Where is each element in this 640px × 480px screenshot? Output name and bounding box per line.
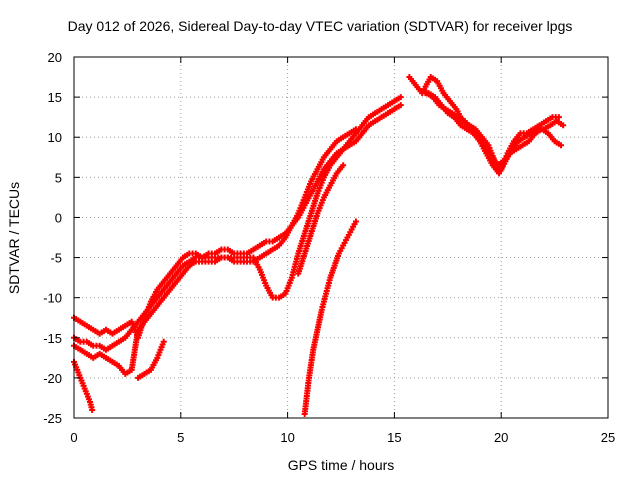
- data-point: [555, 114, 562, 121]
- data-point: [340, 162, 347, 169]
- data-point: [397, 94, 404, 101]
- y-tick-label: 10: [48, 130, 62, 145]
- y-tick-label: -10: [43, 291, 62, 306]
- series-track-3: [71, 126, 359, 377]
- x-tick-label: 15: [387, 430, 401, 445]
- x-tick-label: 25: [601, 430, 615, 445]
- data-point: [160, 338, 167, 345]
- series-track-7: [295, 162, 347, 277]
- data-point: [558, 142, 565, 149]
- y-tick-label: -20: [43, 371, 62, 386]
- x-tick-label: 10: [280, 430, 294, 445]
- y-tick-label: 5: [55, 170, 62, 185]
- series-track-10: [423, 90, 565, 169]
- y-tick-label: 20: [48, 50, 62, 65]
- chart-title: Day 012 of 2026, Sidereal Day-to-day VTE…: [67, 18, 573, 34]
- data-point: [352, 126, 359, 133]
- x-tick-label: 0: [70, 430, 77, 445]
- y-tick-label: -25: [43, 411, 62, 426]
- y-tick-label: 15: [48, 90, 62, 105]
- series-track-5: [135, 338, 167, 381]
- series-track-6: [301, 218, 359, 417]
- series-track-4: [71, 358, 96, 413]
- plot-frame: [73, 56, 609, 419]
- x-tick-label: 20: [494, 430, 508, 445]
- y-tick-label: 0: [55, 210, 62, 225]
- data-point: [352, 218, 359, 225]
- data-point: [89, 406, 96, 413]
- y-axis-label: SDTVAR / TECUs: [6, 181, 22, 295]
- axis-ticks: 0 5 10 15 20 25 20 15 10 5 0 -5 -10 -15 -20 -25: [43, 50, 615, 445]
- x-tick-label: 5: [177, 430, 184, 445]
- x-axis-label: GPS time / hours: [287, 457, 395, 473]
- data-point: [397, 102, 404, 109]
- y-tick-label: -5: [50, 251, 62, 266]
- data-points: [71, 74, 567, 417]
- y-tick-label: -15: [43, 331, 62, 346]
- data-point: [560, 122, 567, 129]
